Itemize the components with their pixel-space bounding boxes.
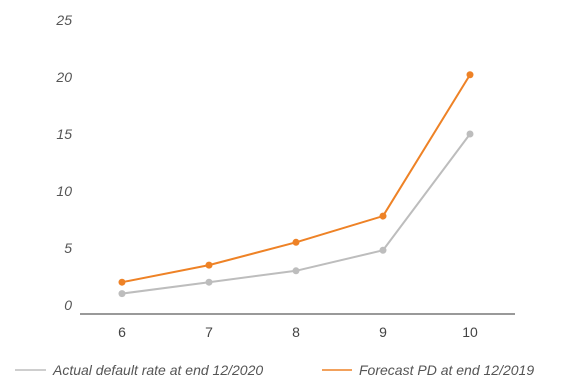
x-tick-label: 10 xyxy=(462,324,478,340)
data-point xyxy=(379,212,387,220)
data-point xyxy=(118,290,126,298)
y-tick-label: 20 xyxy=(55,69,72,85)
x-tick-label: 6 xyxy=(118,324,126,340)
y-tick-label: 0 xyxy=(64,297,72,313)
series-actual-default-rate xyxy=(118,130,474,298)
y-tick-label: 25 xyxy=(55,12,72,28)
legend-item: Forecast PD at end 12/2019 xyxy=(322,362,534,378)
data-point xyxy=(205,278,213,286)
legend-item: Actual default rate at end 12/2020 xyxy=(15,362,263,378)
series-layer xyxy=(118,71,474,298)
x-tick-label: 9 xyxy=(379,324,387,340)
series-forecast-pd xyxy=(118,71,474,286)
y-axis-ticks: 0 5 10 15 20 25 xyxy=(55,12,72,313)
data-point xyxy=(379,246,387,254)
legend-label: Actual default rate at end 12/2020 xyxy=(52,362,263,378)
data-point xyxy=(292,238,300,246)
data-point xyxy=(205,261,213,269)
y-tick-label: 15 xyxy=(56,126,72,142)
x-axis-ticks: 6 7 8 9 10 xyxy=(118,324,478,340)
legend-label: Forecast PD at end 12/2019 xyxy=(359,362,534,378)
x-tick-label: 8 xyxy=(292,324,300,340)
legend: Actual default rate at end 12/2020 Foreca… xyxy=(15,362,534,378)
y-tick-label: 10 xyxy=(56,183,72,199)
data-point xyxy=(466,71,474,79)
data-point xyxy=(466,130,474,138)
series-line xyxy=(121,74,471,284)
y-tick-label: 5 xyxy=(64,240,72,256)
x-tick-label: 7 xyxy=(205,324,213,340)
data-point xyxy=(118,278,126,286)
data-point xyxy=(292,267,300,275)
